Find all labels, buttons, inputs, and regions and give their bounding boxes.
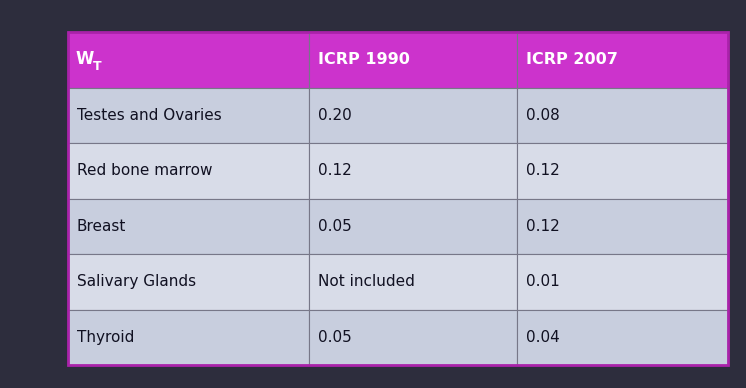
Bar bbox=[68, 143, 309, 199]
Text: 0.08: 0.08 bbox=[526, 108, 560, 123]
Bar bbox=[309, 88, 517, 143]
Bar bbox=[517, 254, 728, 310]
Bar bbox=[309, 254, 517, 310]
Text: Red bone marrow: Red bone marrow bbox=[77, 163, 213, 178]
Bar bbox=[309, 310, 517, 365]
Text: ICRP 2007: ICRP 2007 bbox=[526, 52, 618, 67]
Text: 0.05: 0.05 bbox=[318, 330, 351, 345]
Text: 0.05: 0.05 bbox=[318, 219, 351, 234]
Text: 0.04: 0.04 bbox=[526, 330, 560, 345]
Text: 0.20: 0.20 bbox=[318, 108, 351, 123]
Bar bbox=[517, 199, 728, 254]
Bar bbox=[68, 310, 309, 365]
Text: 0.12: 0.12 bbox=[526, 163, 560, 178]
Text: W: W bbox=[75, 50, 94, 68]
Bar bbox=[517, 143, 728, 199]
Bar bbox=[68, 199, 309, 254]
Bar bbox=[68, 254, 309, 310]
Text: 0.01: 0.01 bbox=[526, 274, 560, 289]
Text: Salivary Glands: Salivary Glands bbox=[77, 274, 196, 289]
Text: Breast: Breast bbox=[77, 219, 126, 234]
Bar bbox=[68, 32, 728, 365]
Text: Testes and Ovaries: Testes and Ovaries bbox=[77, 108, 222, 123]
Text: Not included: Not included bbox=[318, 274, 415, 289]
Text: T: T bbox=[93, 60, 101, 73]
Bar bbox=[309, 199, 517, 254]
Bar bbox=[517, 310, 728, 365]
Bar bbox=[309, 32, 517, 88]
Bar bbox=[517, 88, 728, 143]
Bar bbox=[517, 32, 728, 88]
Text: ICRP 1990: ICRP 1990 bbox=[318, 52, 410, 67]
Text: 0.12: 0.12 bbox=[318, 163, 351, 178]
Text: Thyroid: Thyroid bbox=[77, 330, 134, 345]
Text: 0.12: 0.12 bbox=[526, 219, 560, 234]
Bar bbox=[68, 88, 309, 143]
Bar bbox=[68, 32, 309, 88]
Bar bbox=[309, 143, 517, 199]
